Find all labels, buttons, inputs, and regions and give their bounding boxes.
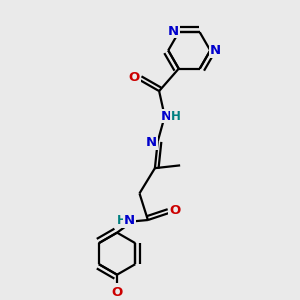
Text: N: N [160, 110, 172, 123]
Text: N: N [146, 136, 157, 149]
Text: H: H [170, 110, 180, 123]
Text: O: O [169, 204, 180, 217]
Text: H: H [117, 214, 127, 227]
Text: N: N [168, 25, 179, 38]
Text: O: O [129, 71, 140, 84]
Text: O: O [111, 286, 123, 299]
Text: N: N [210, 44, 221, 58]
Text: N: N [124, 214, 135, 227]
